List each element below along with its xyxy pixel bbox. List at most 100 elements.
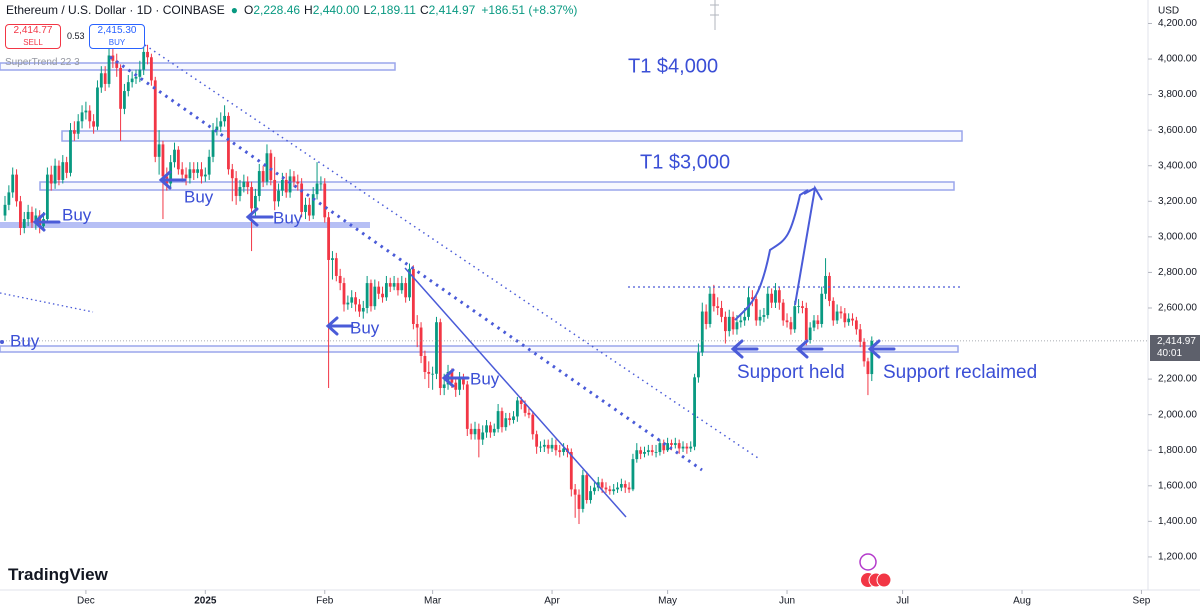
candle-body: [115, 60, 119, 68]
candle-body: [739, 320, 743, 323]
candle-body: [373, 286, 377, 307]
candle-body: [103, 73, 107, 84]
candle-body: [824, 275, 827, 294]
y-tick-label: 3,600.00: [1158, 125, 1197, 136]
candle-body: [269, 153, 273, 180]
candle-body: [481, 432, 485, 440]
ohlc-value: 2,189.11: [370, 3, 416, 17]
candle-body: [558, 450, 562, 453]
zone: [0, 62, 396, 71]
buy-button[interactable]: 2,415.30 BUY: [89, 24, 145, 49]
candle-body: [550, 444, 554, 449]
candle-body: [119, 67, 122, 109]
candle-body: [7, 192, 11, 205]
candle-body: [785, 320, 789, 323]
candle-body: [15, 174, 18, 202]
candle-body: [230, 169, 234, 179]
last-price-tag: 2,414.97 40:01: [1150, 334, 1200, 361]
currency: USD: [1158, 6, 1179, 17]
candle-body: [650, 450, 654, 453]
candle-body: [496, 411, 500, 429]
ohlc-item: L2,189.11: [363, 3, 416, 17]
candle-body: [581, 475, 585, 509]
candle-body: [527, 412, 531, 415]
candle-body: [816, 320, 820, 324]
candle-body: [161, 144, 165, 177]
candle-body: [639, 450, 643, 454]
candle-body: [789, 322, 793, 330]
candle-body: [331, 258, 334, 260]
candle-body: [569, 452, 573, 490]
candle-body: [546, 444, 550, 449]
annotation-text: Buy: [10, 331, 40, 350]
candle-body: [593, 487, 596, 492]
candle-body: [600, 482, 604, 488]
candle-body: [280, 179, 284, 191]
candle-body: [708, 293, 712, 324]
candle-body: [173, 149, 176, 163]
candle-body: [750, 297, 754, 300]
candle-body: [485, 425, 488, 433]
candle-body: [304, 204, 307, 212]
annotation-arrow: [867, 339, 896, 359]
candle-body: [623, 484, 627, 488]
candle-body: [404, 283, 408, 298]
y-tick-label: 2,600.00: [1158, 303, 1197, 314]
candle-body: [257, 171, 261, 196]
candle-body: [315, 183, 319, 195]
candle-body: [465, 384, 469, 429]
sell-button[interactable]: 2,414.77 SELL: [5, 24, 61, 49]
ohlc: O2,228.46 H2,440.00 L2,189.11 C2,414.97: [244, 3, 475, 17]
candle-body: [870, 340, 874, 375]
annotation-arrow: [158, 170, 187, 190]
candle-body: [96, 87, 99, 127]
y-tick-label: 1,600.00: [1158, 480, 1197, 491]
trend-line: [109, 55, 703, 472]
candle-body: [843, 313, 847, 323]
candle-body: [80, 112, 84, 122]
candle-body: [731, 316, 735, 330]
annotation-arrow: [441, 368, 470, 388]
candle-body: [608, 489, 612, 492]
status-dot: ●: [230, 3, 238, 17]
annotation-text: T1 $3,000: [640, 151, 730, 173]
indicator[interactable]: SuperTrend 22 3: [5, 57, 80, 68]
candle-body: [801, 306, 804, 308]
candle-body: [646, 450, 650, 453]
logo: TradingView: [8, 565, 108, 584]
candle-body: [762, 315, 766, 317]
y-tick-label: 3,400.00: [1158, 160, 1197, 171]
candle-body: [22, 219, 26, 228]
candle-body: [523, 404, 527, 413]
candle-body: [831, 300, 835, 321]
candle-body: [670, 443, 673, 445]
candle-body: [107, 55, 111, 84]
ohlc-item: H2,440.00: [304, 3, 359, 17]
annotation-arrow: [795, 339, 824, 359]
candle-body: [643, 452, 646, 454]
candle-body: [250, 187, 253, 209]
candle-body: [589, 491, 592, 501]
candle-body: [519, 400, 523, 405]
x-tick-label: Dec: [77, 596, 95, 607]
candle-body: [146, 51, 149, 58]
candle-body: [396, 283, 400, 291]
candle-body: [654, 452, 658, 453]
candle-body: [797, 306, 800, 308]
candle-body: [666, 443, 670, 451]
candle-body: [126, 82, 130, 92]
candle-body: [300, 183, 304, 212]
crosshair-icon: [710, 0, 719, 30]
annotation-dot: [0, 340, 4, 344]
candle-body: [458, 379, 461, 390]
candle-body: [61, 162, 65, 180]
candle-body: [766, 293, 770, 316]
ohlc-value: 2,440.00: [312, 3, 360, 17]
candle-body: [57, 165, 61, 180]
x-tick-label: Sep: [1133, 596, 1151, 607]
candle-body: [716, 306, 720, 308]
ohlc-item: O2,228.46: [244, 3, 300, 17]
annotation-text: Buy: [470, 369, 500, 388]
sell-price: 2,414.77: [13, 25, 53, 36]
